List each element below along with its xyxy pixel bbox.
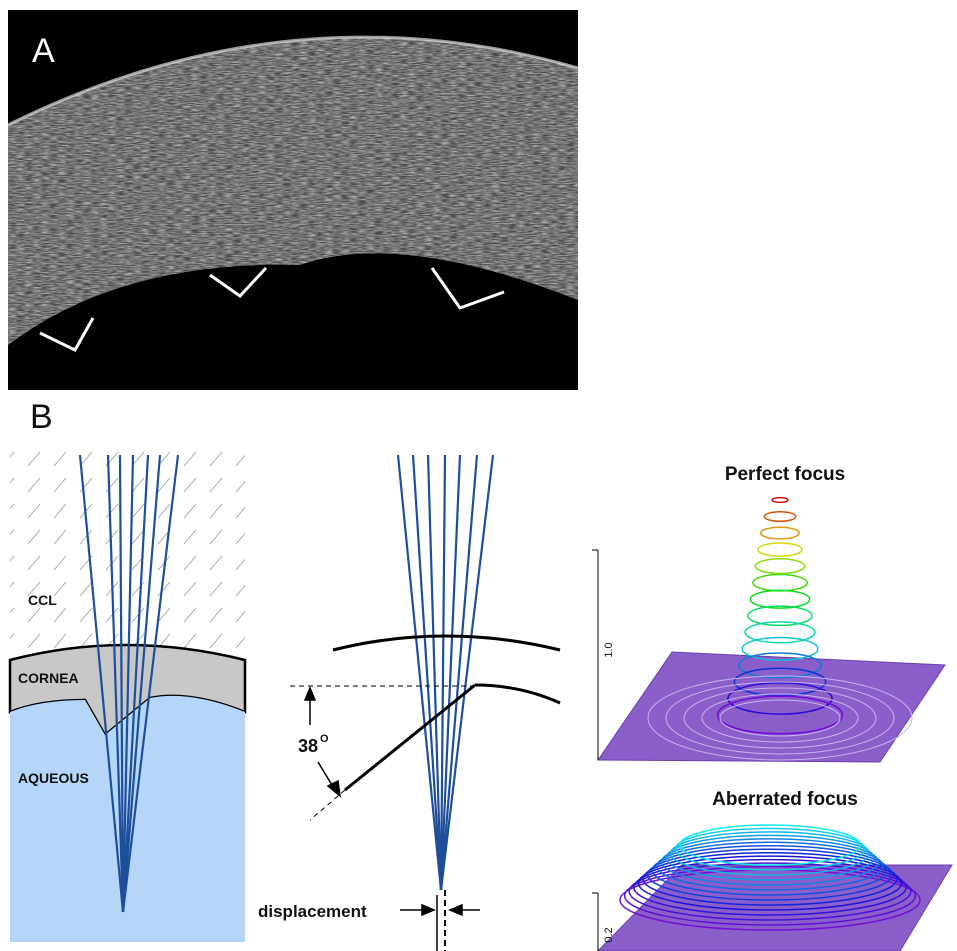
- contour: [772, 498, 788, 503]
- contour: [764, 512, 796, 521]
- axis-label: 0.2: [603, 927, 615, 942]
- label: CORNEA: [18, 670, 79, 686]
- surface: [333, 636, 560, 650]
- ray: [413, 455, 441, 890]
- angle-unit: O: [320, 733, 329, 745]
- contour: [758, 543, 802, 556]
- ray: [441, 455, 493, 890]
- axis-label: 1.0: [603, 642, 615, 657]
- contour: [761, 527, 799, 539]
- label: CCL: [28, 592, 57, 608]
- contour: [755, 559, 804, 574]
- figure: A B CCL CORNEA AQUEOUS 38 O displacement…: [0, 0, 957, 951]
- displacement-label: displacement: [258, 902, 367, 921]
- ccl-region: [10, 450, 245, 660]
- ray: [441, 455, 477, 890]
- arrows: [305, 688, 480, 915]
- angle-label: 38: [298, 736, 318, 756]
- surface: [475, 685, 560, 703]
- contour: [753, 575, 807, 591]
- panel-label: A: [32, 32, 55, 70]
- rays: [398, 455, 493, 890]
- panel-label: B: [30, 398, 53, 436]
- label: AQUEOUS: [18, 770, 89, 786]
- plot-title: Aberrated focus: [712, 789, 858, 810]
- plot-title: Perfect focus: [725, 464, 845, 485]
